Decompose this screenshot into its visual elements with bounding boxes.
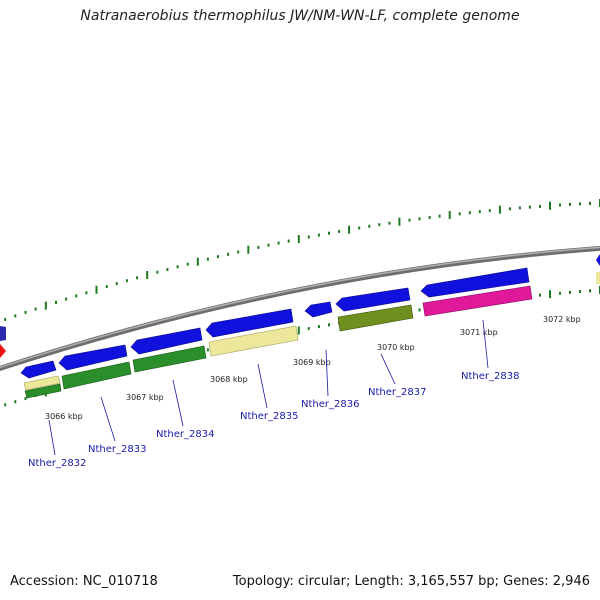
gene-arrow-blue-7[interactable] (420, 267, 530, 298)
accession-text: Accession: NC_010718 (10, 574, 158, 589)
kbp-label: 3072 kbp (543, 315, 581, 324)
gene-arrow-blue-2[interactable] (58, 344, 128, 371)
gene-block-khaki-2835[interactable] (208, 325, 299, 357)
kbp-label: 3068 kbp (210, 375, 248, 384)
gene-label-nther-2835[interactable]: Nther_2835 (240, 411, 298, 422)
gene-block-green-2834[interactable] (132, 345, 207, 373)
gene-label-nther-2833[interactable]: Nther_2833 (88, 444, 146, 455)
kbp-label: 3071 kbp (460, 328, 498, 337)
gene-leader-lines (48, 319, 489, 456)
gene-block-olive-2837[interactable] (337, 304, 414, 332)
genome-title: Natranaerobius thermophilus JW/NM-WN-LF,… (80, 8, 520, 24)
genome-summary-text: Topology: circular; Length: 3,165,557 bp… (232, 574, 590, 589)
kbp-label: 3067 kbp (126, 393, 164, 402)
gene-block-khaki-2832[interactable] (23, 375, 61, 391)
gene-arrow-blue-5[interactable] (304, 301, 333, 318)
genome-backbone (0, 245, 600, 372)
gene-label-nther-2832[interactable]: Nther_2832 (28, 458, 86, 469)
gene-label-nther-2834[interactable]: Nther_2834 (156, 429, 214, 440)
gene-arrow-partial-red[interactable] (0, 344, 6, 358)
gene-arrow-blue-3[interactable] (130, 327, 203, 355)
gene-arrow-blue-1[interactable] (20, 360, 57, 379)
gene-label-nther-2837[interactable]: Nther_2837 (368, 387, 426, 398)
gene-arrow-blue-4[interactable] (205, 308, 294, 338)
gene-arrow-partial-right-khaki[interactable] (596, 272, 600, 284)
gene-label-nther-2836[interactable]: Nther_2836 (301, 399, 359, 410)
gene-arrow-blue-6[interactable] (335, 287, 411, 312)
gene-arrow-partial-blue[interactable] (0, 326, 6, 341)
kbp-label: 3066 kbp (45, 412, 83, 421)
gene-block-green-2833[interactable] (61, 361, 132, 390)
gene-block-green-2832[interactable] (24, 383, 62, 399)
kbp-label: 3069 kbp (293, 358, 331, 367)
upper-tick-track (4, 199, 600, 321)
gene-block-magenta-2838[interactable] (422, 285, 533, 317)
gene-arrow-partial-right-blue[interactable] (596, 254, 600, 266)
gene-label-nther-2838[interactable]: Nther_2838 (461, 371, 519, 382)
lower-tick-track (4, 286, 600, 407)
kbp-label: 3070 kbp (377, 343, 415, 352)
